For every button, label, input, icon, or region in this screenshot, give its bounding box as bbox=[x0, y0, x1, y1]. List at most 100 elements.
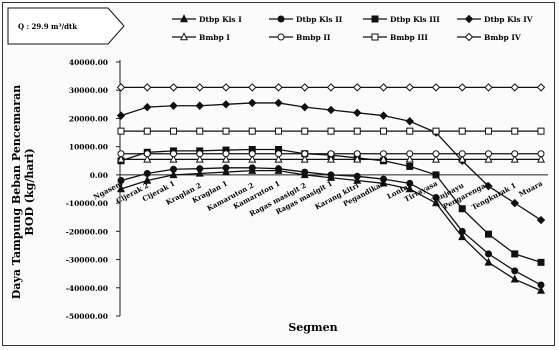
series-bmbp-iv bbox=[116, 83, 546, 92]
data-point-bmbp-iii bbox=[432, 127, 440, 135]
data-point-bmbp-iv bbox=[510, 83, 519, 92]
data-point-dtbp-kls-iv bbox=[274, 98, 283, 108]
data-point-bmbp-i bbox=[379, 154, 388, 163]
legend-item-dtbp-kls-iv: Dtbp Kls IV bbox=[457, 14, 533, 24]
data-point-dtbp-kls-ii bbox=[485, 250, 492, 258]
legend-marker bbox=[464, 14, 474, 24]
y-ticks: 40000.00 30000.00 20000.00 10000.00 0.00 -100… bbox=[66, 58, 120, 321]
data-point-dtbp-kls-ii bbox=[537, 281, 545, 289]
series-dtbp-kls-ii bbox=[117, 164, 545, 289]
data-point-bmbp-iii bbox=[117, 127, 125, 135]
y-tick-label: -20000.00 bbox=[66, 227, 108, 236]
data-point-dtbp-kls-iii bbox=[406, 162, 414, 170]
data-point-dtbp-kls-iv bbox=[169, 101, 178, 110]
data-point-dtbp-kls-ii bbox=[380, 175, 387, 183]
data-point-bmbp-ii bbox=[117, 150, 125, 158]
legend-marker bbox=[179, 14, 189, 23]
data-point-dtbp-kls-iii bbox=[511, 250, 519, 258]
data-point-bmbp-iii bbox=[143, 127, 151, 135]
data-point-dtbp-kls-iii bbox=[458, 205, 466, 213]
data-point-dtbp-kls-i bbox=[484, 257, 493, 266]
data-point-dtbp-kls-iv bbox=[326, 105, 336, 115]
data-point-bmbp-iii bbox=[380, 127, 387, 135]
legend-label: Dtbp Kls IV bbox=[484, 15, 533, 24]
data-point-bmbp-i bbox=[405, 154, 414, 163]
legend-label: Bmbp II bbox=[296, 33, 331, 42]
data-point-bmbp-iv bbox=[274, 83, 283, 92]
data-point-bmbp-i bbox=[248, 154, 257, 163]
data-point-bmbp-iii bbox=[222, 127, 230, 135]
data-point-bmbp-i bbox=[536, 154, 546, 163]
y-tick-label: -50000.00 bbox=[66, 312, 108, 321]
data-point-dtbp-kls-ii bbox=[275, 165, 282, 173]
data-point-dtbp-kls-i bbox=[143, 175, 152, 184]
data-point-bmbp-iv bbox=[248, 83, 257, 92]
legend-label: Dtbp Kls II bbox=[296, 15, 343, 24]
data-point-bmbp-ii bbox=[353, 150, 361, 158]
data-point-dtbp-kls-ii bbox=[327, 171, 335, 179]
flow-label: Q : 29.9 m³/dtk bbox=[18, 22, 77, 31]
legend-item-bmbp-ii: Bmbp II bbox=[269, 33, 331, 42]
data-point-dtbp-kls-i bbox=[510, 274, 519, 283]
legend-label: Bmbp IV bbox=[484, 33, 521, 42]
legend-marker bbox=[371, 15, 379, 23]
data-point-bmbp-iv bbox=[326, 83, 336, 92]
legend-marker bbox=[371, 33, 379, 41]
data-point-dtbp-kls-i bbox=[431, 198, 441, 207]
x-tick-label: Muara bbox=[517, 178, 544, 198]
legend-item-dtbp-kls-iii: Dtbp Kls III bbox=[363, 15, 440, 24]
data-point-dtbp-kls-iv bbox=[116, 111, 126, 120]
data-point-bmbp-ii bbox=[380, 150, 387, 158]
data-point-bmbp-iv bbox=[379, 83, 388, 92]
data-point-bmbp-ii bbox=[275, 150, 282, 158]
data-point-dtbp-kls-i bbox=[353, 175, 362, 184]
data-point-dtbp-kls-iv bbox=[195, 101, 204, 110]
data-point-bmbp-iii bbox=[353, 127, 361, 135]
data-point-bmbp-iv bbox=[169, 83, 178, 92]
data-point-dtbp-kls-ii bbox=[511, 267, 519, 275]
y-tick-label: -40000.00 bbox=[66, 284, 108, 293]
data-point-bmbp-i bbox=[221, 154, 231, 163]
data-point-dtbp-kls-i bbox=[195, 168, 204, 177]
data-point-dtbp-kls-ii bbox=[301, 168, 309, 176]
data-point-dtbp-kls-i bbox=[458, 232, 467, 241]
data-point-bmbp-ii bbox=[248, 150, 256, 158]
data-point-bmbp-iv bbox=[353, 83, 362, 92]
data-point-bmbp-ii bbox=[485, 150, 492, 158]
data-point-bmbp-ii bbox=[537, 150, 545, 158]
data-point-bmbp-i bbox=[169, 154, 178, 163]
data-point-dtbp-kls-ii bbox=[222, 164, 230, 172]
y-tick-label: 20000.00 bbox=[69, 114, 108, 123]
legend-marker bbox=[277, 15, 285, 23]
data-point-bmbp-ii bbox=[301, 150, 309, 158]
data-point-bmbp-iv bbox=[405, 83, 414, 92]
data-point-bmbp-ii bbox=[196, 150, 204, 158]
legend: Dtbp Kls I Dtbp Kls II Dtbp Kls III Dtbp Kl… bbox=[172, 14, 533, 42]
data-point-bmbp-i bbox=[143, 154, 152, 163]
data-point-bmbp-i bbox=[353, 154, 362, 163]
data-point-bmbp-iv bbox=[458, 83, 467, 92]
series-bmbp-iii bbox=[117, 127, 545, 135]
flow-annotation: Q : 29.9 m³/dtk bbox=[7, 7, 125, 45]
data-point-bmbp-iv bbox=[431, 83, 441, 92]
data-point-bmbp-ii bbox=[511, 150, 519, 158]
data-point-bmbp-iii bbox=[196, 127, 204, 135]
data-point-bmbp-ii bbox=[170, 150, 177, 158]
data-point-bmbp-i bbox=[484, 154, 493, 163]
legend-marker bbox=[277, 33, 285, 41]
data-point-dtbp-kls-iv bbox=[484, 181, 493, 191]
legend-label: Dtbp Kls I bbox=[199, 15, 242, 24]
data-point-dtbp-kls-ii bbox=[143, 169, 151, 177]
data-point-bmbp-i bbox=[510, 154, 519, 163]
series-dtbp-kls-i bbox=[116, 165, 546, 294]
data-point-bmbp-i bbox=[458, 154, 467, 163]
data-point-dtbp-kls-i bbox=[169, 170, 178, 179]
data-point-bmbp-iii bbox=[275, 127, 282, 135]
data-point-bmbp-ii bbox=[327, 150, 335, 158]
series-bmbp-ii bbox=[117, 150, 545, 158]
chart-frame bbox=[2, 2, 555, 346]
data-point-bmbp-ii bbox=[406, 150, 414, 158]
data-point-bmbp-ii bbox=[222, 150, 230, 158]
